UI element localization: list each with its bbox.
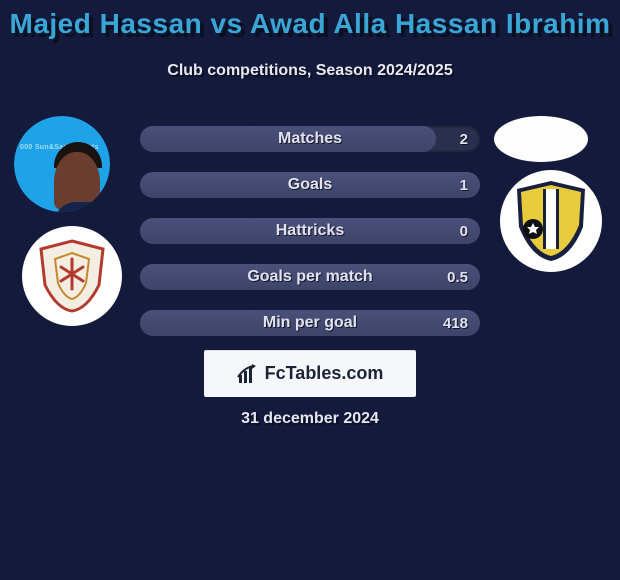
stat-row-goals-per-match: Goals per match 0.5 [140,264,480,290]
bar-value: 0 [460,218,468,244]
club-shield-left-icon [37,239,107,313]
stat-row-goals: Goals 1 [140,172,480,198]
date-label: 31 december 2024 [0,410,620,428]
bar-value: 418 [443,310,468,336]
bar-label: Matches [140,126,480,152]
bar-label: Goals [140,172,480,198]
stat-row-min-per-goal: Min per goal 418 [140,310,480,336]
club-badge-left [22,226,122,326]
stats-bar-group: Matches 2 Goals 1 Hattricks 0 Goals per … [140,126,480,356]
bar-chart-icon [237,363,259,385]
fctables-label: FcTables.com [265,363,384,384]
player-photo-right-placeholder [494,116,588,162]
stat-row-hattricks: Hattricks 0 [140,218,480,244]
page-title: Majed Hassan vs Awad Alla Hassan Ibrahim [0,6,620,41]
player-photo-left: 000 Sun&Sand Sports [14,116,110,212]
bar-value: 0.5 [447,264,468,290]
bar-label: Goals per match [140,264,480,290]
bar-label: Min per goal [140,310,480,336]
bar-label: Hattricks [140,218,480,244]
bar-value: 1 [460,172,468,198]
bar-value: 2 [460,126,468,152]
page-subtitle: Club competitions, Season 2024/2025 [0,62,620,80]
club-badge-right [500,170,602,272]
player-photo-inner: 000 Sun&Sand Sports [14,116,110,212]
stat-row-matches: Matches 2 [140,126,480,152]
club-shield-right-icon [513,179,589,263]
fctables-badge: FcTables.com [204,350,416,397]
comparison-card: { "page": { "background_color": "#131a3b… [0,0,620,580]
